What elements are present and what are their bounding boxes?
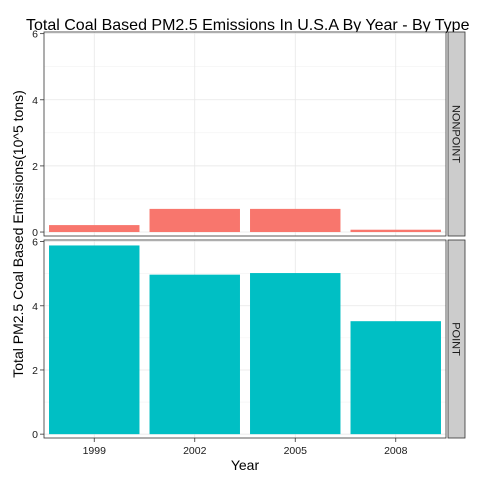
y-tick-label: 4 [32, 95, 38, 107]
bar-nonpoint-2002 [149, 208, 240, 233]
x-tick-label-2002: 2002 [183, 445, 207, 457]
bar-point-1999 [49, 245, 140, 435]
x-axis: 1999 2002 2005 2008 [83, 438, 408, 457]
bar-nonpoint-1999 [49, 225, 140, 233]
x-axis-title: Year [231, 457, 260, 473]
y-tick-label: 0 [32, 429, 38, 441]
facet-strip [447, 31, 466, 237]
chart-panels: 0 2 4 6 NONPOINT 0 2 4 6 POINT [32, 29, 466, 441]
bar-point-2002 [149, 274, 240, 435]
bar-nonpoint-2005 [250, 208, 341, 233]
y-tick-label: 0 [32, 227, 38, 239]
panel-border [43, 31, 447, 237]
panel-border [43, 239, 447, 439]
y-tick-label: 6 [32, 29, 38, 41]
y-tick-label: 2 [32, 365, 38, 377]
y-tick-label: 6 [32, 237, 38, 249]
facet-strip-label: POINT [450, 322, 462, 356]
y-tick-label: 4 [32, 301, 38, 313]
bar-point-2005 [250, 273, 341, 435]
x-tick-label-2005: 2005 [284, 445, 308, 457]
chart-title: Total Coal Based PM2.5 Emissions In U.S.… [26, 17, 470, 34]
x-tick-label-2008: 2008 [384, 445, 408, 457]
facet-strip-label: NONPOINT [450, 105, 462, 163]
y-tick-label: 2 [32, 161, 38, 173]
panel-point: 0 2 4 6 POINT [32, 237, 466, 441]
y-axis-title: Total PM2.5 Coal Based Emissions(10^5 to… [10, 90, 26, 377]
bar-nonpoint-2008 [350, 229, 441, 233]
facet-strip [447, 239, 466, 439]
panel-background [44, 32, 446, 236]
panel-nonpoint: 0 2 4 6 NONPOINT [32, 29, 466, 239]
bar-point-2008 [350, 321, 441, 435]
x-tick-label-1999: 1999 [83, 445, 107, 457]
